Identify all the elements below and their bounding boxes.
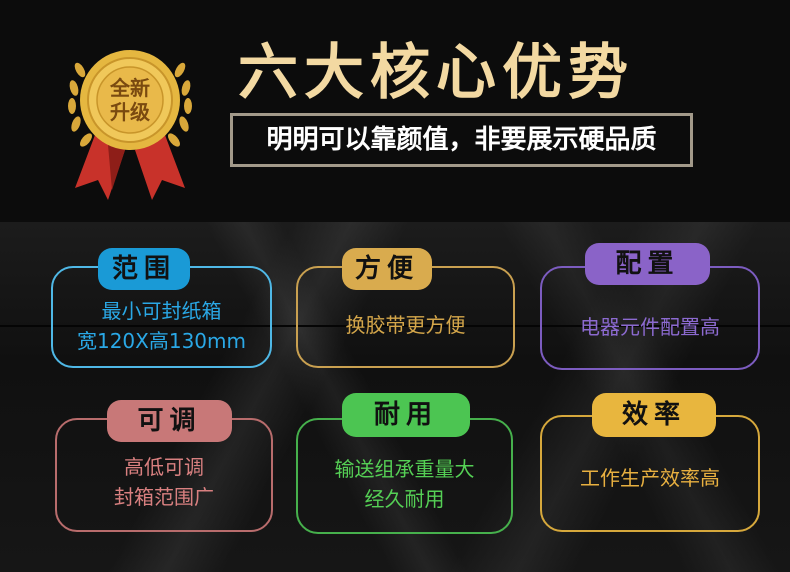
feature-tag-durable: 耐用 [342,393,470,437]
feature-card-efficiency: 工作生产效率高 [540,415,760,532]
card-line: 工作生产效率高 [580,466,720,490]
feature-card-range: 最小可封纸箱 宽120X高130mm [51,266,272,368]
card-line: 经久耐用 [364,487,445,511]
feature-tag-convenience: 方便 [342,248,432,290]
medal-badge-icon [68,50,192,200]
feature-tag-adjustable: 可调 [107,400,232,442]
card-line: 宽120X高130mm [76,329,246,353]
feature-tag-efficiency: 效率 [592,393,716,437]
medal-badge-text: 全新升级 [110,76,150,124]
divider [0,325,790,327]
card-line: 高低可调 [124,455,204,479]
page-title: 六大核心优势 [238,38,634,108]
feature-tag-configuration: 配置 [585,243,710,285]
feature-card-durable: 输送组承重量大 经久耐用 [296,418,513,534]
feature-tag-range: 范围 [98,248,190,290]
card-line: 封箱范围广 [114,485,214,509]
card-line: 电器元件配置高 [580,315,720,339]
subtitle-box: 明明可以靠颜值，非要展示硬品质 [230,113,693,167]
card-line: 最小可封纸箱 [101,299,222,323]
subtitle: 明明可以靠颜值，非要展示硬品质 [266,125,657,155]
card-line: 输送组承重量大 [334,457,475,481]
card-line: 换胶带更方便 [345,313,466,337]
